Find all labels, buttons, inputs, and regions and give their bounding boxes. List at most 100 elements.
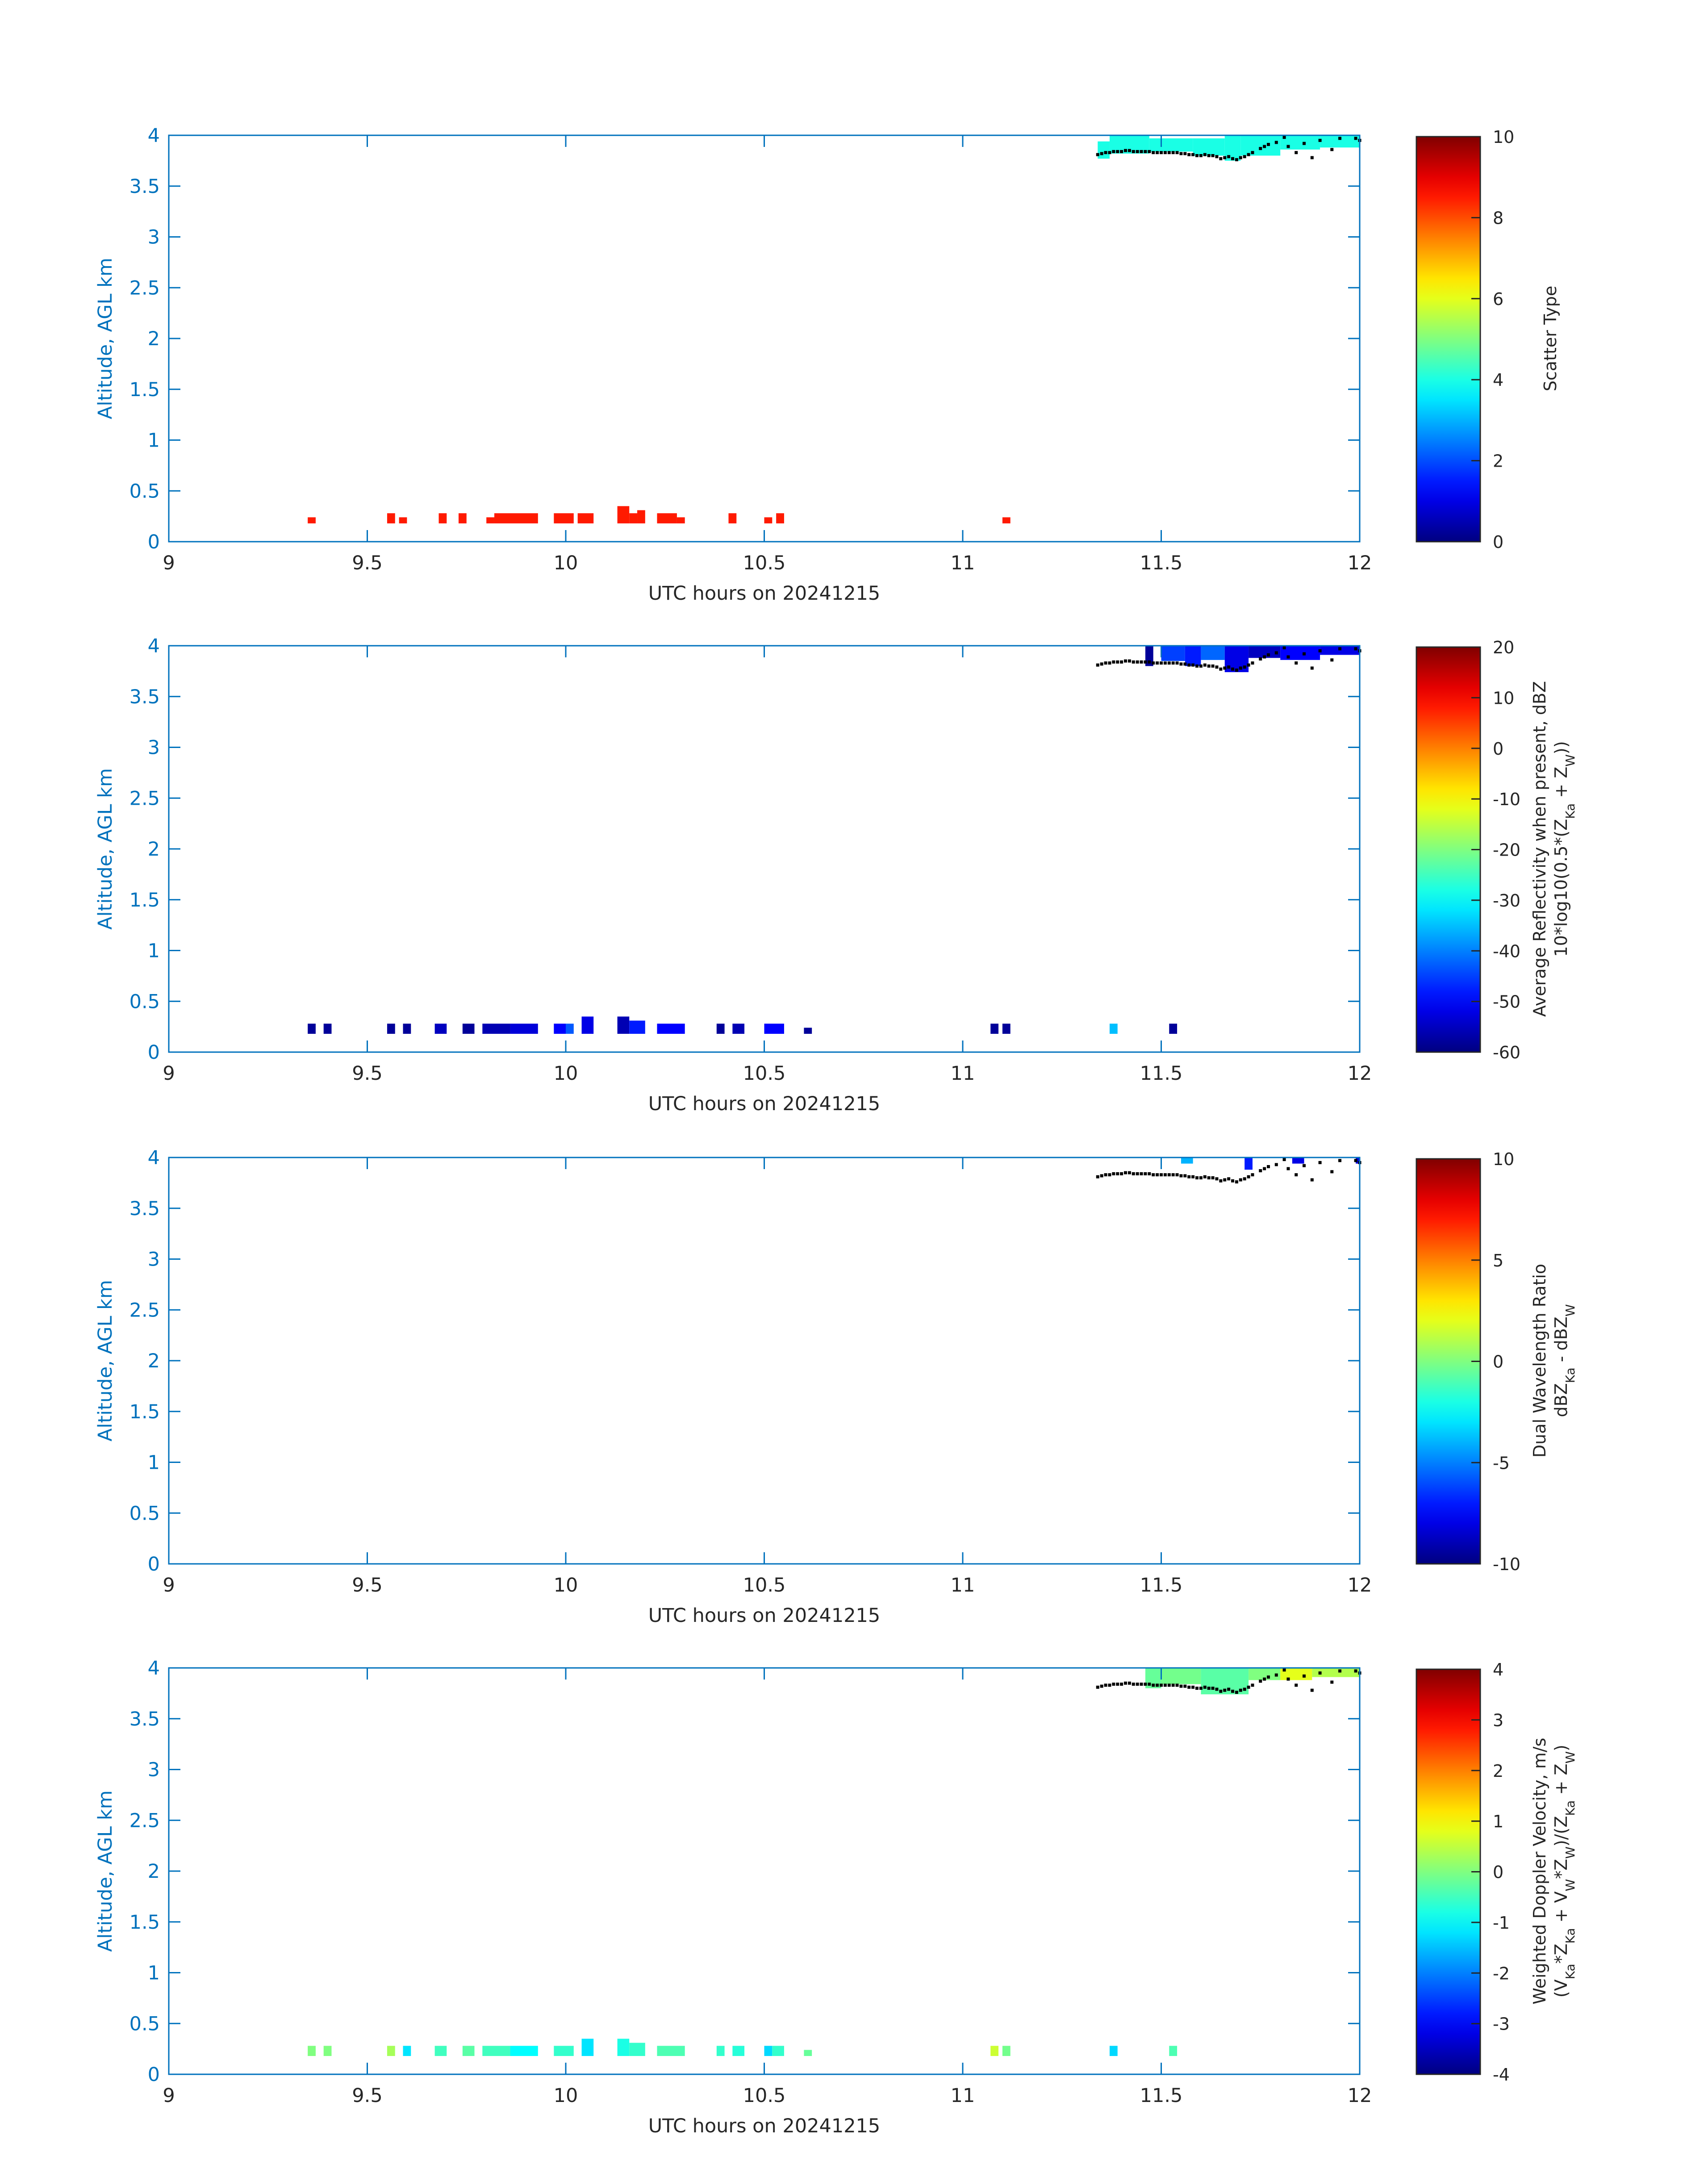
colorbar-tick-label: 5 xyxy=(1493,1251,1503,1270)
marker-point xyxy=(1104,151,1107,155)
marker-point xyxy=(1179,662,1183,666)
heatmap-cell xyxy=(1201,646,1225,660)
y-tick-label: 0.5 xyxy=(129,990,160,1013)
marker-point xyxy=(1267,653,1270,656)
marker-point xyxy=(1191,1685,1195,1689)
x-tick-label: 11.5 xyxy=(1140,2085,1183,2107)
y-axis-label: Altitude, AGL km xyxy=(94,1280,117,1442)
x-axis: 9 9.5 10 10.5 11 11.5 12 xyxy=(163,1157,1372,1596)
colorbar-tick-label: 0 xyxy=(1493,532,1503,552)
heatmap-cell xyxy=(486,517,494,524)
heatmap-cell xyxy=(732,2046,745,2056)
marker-point xyxy=(1128,1171,1131,1174)
marker-point xyxy=(1167,1173,1171,1177)
marker-point xyxy=(1295,661,1298,665)
marker-point xyxy=(1187,1685,1191,1689)
marker-point xyxy=(1211,1687,1215,1690)
marker-point xyxy=(1274,1673,1278,1677)
heatmap-cell xyxy=(462,2046,475,2056)
marker-point xyxy=(1215,155,1219,159)
marker-point xyxy=(1267,1165,1270,1168)
x-tick-label: 11 xyxy=(951,2085,975,2107)
y-tick-label: 1.5 xyxy=(129,379,160,401)
marker-point xyxy=(1175,151,1179,155)
marker-point xyxy=(1167,151,1171,155)
heatmap-cell xyxy=(657,1024,685,1034)
y-tick-label: 1 xyxy=(148,1452,160,1474)
marker-point xyxy=(1263,1677,1266,1681)
x-tick-label: 11 xyxy=(951,1062,975,1085)
marker-point xyxy=(1199,1176,1203,1179)
marker-point xyxy=(1128,1681,1131,1685)
axes-box xyxy=(168,1157,1361,1565)
marker-point xyxy=(1354,1159,1357,1162)
heatmap-cell xyxy=(387,1024,395,1034)
heatmap-cell xyxy=(581,1016,594,1034)
marker-point xyxy=(1187,1175,1191,1178)
heatmap-cell xyxy=(677,517,685,524)
marker-point xyxy=(1282,136,1286,139)
y-tick-label: 0.5 xyxy=(129,2013,160,2035)
heatmap-cell xyxy=(764,517,773,524)
marker-point xyxy=(1132,150,1135,153)
marker-point xyxy=(1310,1688,1314,1692)
colorbar-label: Scatter Type xyxy=(1541,286,1560,391)
y-axis: 0 0.5 1 1.5 2 2.5 3 3.5 4 xyxy=(129,635,1360,1064)
marker-point xyxy=(1195,1687,1199,1690)
colorbar-tick-label: -1 xyxy=(1493,1913,1510,1933)
marker-point xyxy=(1338,647,1342,651)
marker-point xyxy=(1223,156,1227,159)
colorbar-label: dBZKa - dBZW xyxy=(1551,1304,1578,1417)
heatmap-cell xyxy=(990,2046,999,2056)
marker-point xyxy=(1136,1682,1139,1686)
colorbar-tick-label: 8 xyxy=(1493,208,1503,228)
x-tick-label: 12 xyxy=(1348,1574,1372,1596)
marker-point xyxy=(1163,1173,1167,1177)
marker-point xyxy=(1120,1682,1123,1686)
heatmap-cell xyxy=(482,1024,510,1034)
heatmap-cell xyxy=(1161,1668,1201,1684)
marker-point xyxy=(1231,667,1235,671)
marker-point xyxy=(1183,1684,1187,1688)
marker-point xyxy=(1171,1173,1175,1177)
marker-point xyxy=(1108,1684,1111,1687)
y-tick-label: 4 xyxy=(148,1657,160,1680)
marker-point xyxy=(1183,662,1187,666)
x-tick-label: 9 xyxy=(163,1062,175,1085)
heatmap-cell xyxy=(629,513,638,524)
colorbar-tick-label: -50 xyxy=(1493,992,1520,1012)
x-axis-label: UTC hours on 20241215 xyxy=(648,1093,881,1115)
marker-point xyxy=(1286,655,1290,659)
heatmap-cell xyxy=(629,1020,645,1034)
colorbar-tick-label: -3 xyxy=(1493,2014,1510,2034)
marker-point xyxy=(1215,1177,1219,1181)
heatmap-cell xyxy=(772,2046,784,2056)
marker-point xyxy=(1156,151,1159,155)
marker-point xyxy=(1354,1669,1357,1673)
marker-point xyxy=(1318,1161,1322,1164)
marker-point xyxy=(1148,1682,1151,1686)
marker-point xyxy=(1338,1669,1342,1673)
x-tick-label: 11 xyxy=(951,1574,975,1596)
heatmap-cell xyxy=(1002,2046,1011,2056)
heatmap-cell xyxy=(434,1024,447,1034)
marker-point xyxy=(1286,1677,1290,1681)
marker-point xyxy=(1163,151,1167,155)
marker-point xyxy=(1195,1176,1199,1179)
y-tick-label: 2.5 xyxy=(129,1809,160,1832)
marker-point xyxy=(1128,659,1131,663)
marker-point xyxy=(1259,1169,1262,1173)
marker-point xyxy=(1251,661,1254,665)
marker-point xyxy=(1354,137,1357,140)
y-tick-label: 3.5 xyxy=(129,1198,160,1220)
marker-point xyxy=(1263,145,1266,148)
y-tick-label: 2 xyxy=(148,328,160,350)
marker-point xyxy=(1219,667,1223,671)
marker-point xyxy=(1116,1172,1119,1175)
marker-point xyxy=(1330,658,1334,662)
marker-point xyxy=(1144,1172,1147,1175)
marker-point xyxy=(1274,1163,1278,1166)
marker-point xyxy=(1303,1674,1306,1678)
y-tick-label: 3.5 xyxy=(129,175,160,198)
